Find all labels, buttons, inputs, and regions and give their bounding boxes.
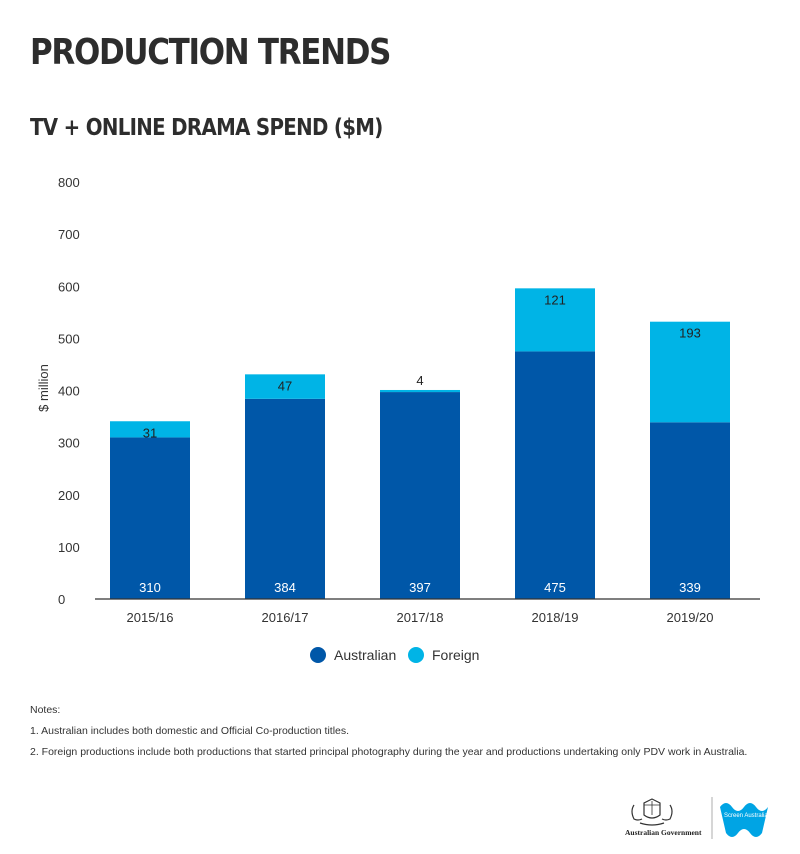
data-label-foreign-2: 47 [278, 378, 292, 393]
data-label-australian-5: 339 [679, 580, 701, 595]
bars [110, 288, 730, 599]
bar-australian-1 [110, 437, 190, 599]
x-tick-label: 2017/18 [397, 610, 444, 625]
data-label-foreign-4: 121 [544, 292, 566, 307]
bar-chart: 0 100 200 300 400 500 600 700 800 310 31 384 47 397 4… [36, 175, 760, 663]
bar-australian-3 [380, 392, 460, 599]
notes-heading: Notes: [30, 704, 61, 716]
data-label-australian-4: 475 [544, 580, 566, 595]
y-tick-label: 100 [58, 540, 80, 555]
note-1: 1. Australian includes both domestic and… [30, 725, 350, 737]
x-tick-label: 2019/20 [667, 610, 714, 625]
bar-foreign-5 [650, 321, 730, 423]
data-label-australian-2: 384 [274, 580, 296, 595]
data-label-australian-3: 397 [409, 580, 431, 595]
bar-foreign-2 [245, 374, 325, 399]
x-tick-label: 2016/17 [262, 610, 309, 625]
legend-label-australian: Australian [334, 647, 396, 663]
y-tick-label: 500 [58, 331, 80, 346]
bar-australian-5 [650, 422, 730, 599]
data-labels: 310 31 384 47 397 4 475 121 339 193 [139, 292, 701, 595]
y-tick-label: 800 [58, 175, 80, 190]
x-axis-ticks: 2015/16 2016/17 2017/18 2018/19 2019/20 [127, 610, 714, 625]
legend-label-foreign: Foreign [432, 647, 479, 663]
note-2: 2. Foreign productions include both prod… [30, 746, 748, 758]
chart-title: TV + ONLINE DRAMA SPEND ($M) [30, 115, 383, 141]
data-label-foreign-5: 193 [679, 326, 701, 341]
x-tick-label: 2015/16 [127, 610, 174, 625]
y-axis-label: $ million [36, 364, 51, 412]
data-label-foreign-3: 4 [416, 373, 423, 388]
bar-australian-2 [245, 398, 325, 599]
bar-foreign-4 [515, 288, 595, 352]
x-tick-label: 2018/19 [532, 610, 579, 625]
y-tick-label: 300 [58, 436, 80, 451]
y-tick-label: 0 [58, 592, 65, 607]
bar-foreign-1 [110, 421, 190, 438]
logos: Australian Government Screen Australia [625, 797, 768, 839]
legend-marker-foreign [408, 647, 424, 663]
notes: Notes: 1. Australian includes both domes… [30, 700, 747, 763]
bar-foreign-3 [380, 389, 460, 393]
legend-marker-australian [310, 647, 326, 663]
government-label: Australian Government [625, 828, 702, 837]
y-tick-label: 600 [58, 279, 80, 294]
y-tick-label: 200 [58, 488, 80, 503]
page-title: PRODUCTION TRENDS [30, 32, 391, 73]
screen-australia-label: Screen Australia [724, 813, 768, 819]
legend: Australian Foreign [310, 647, 479, 663]
y-tick-label: 700 [58, 227, 80, 242]
australian-government-crest-icon [631, 798, 673, 826]
data-label-foreign-1: 31 [143, 425, 157, 440]
data-label-australian-1: 310 [139, 580, 161, 595]
screen-australia-logo-icon [720, 803, 768, 837]
bar-australian-4 [515, 351, 595, 599]
y-axis-ticks: 0 100 200 300 400 500 600 700 800 [58, 175, 80, 607]
y-tick-label: 400 [58, 384, 80, 399]
